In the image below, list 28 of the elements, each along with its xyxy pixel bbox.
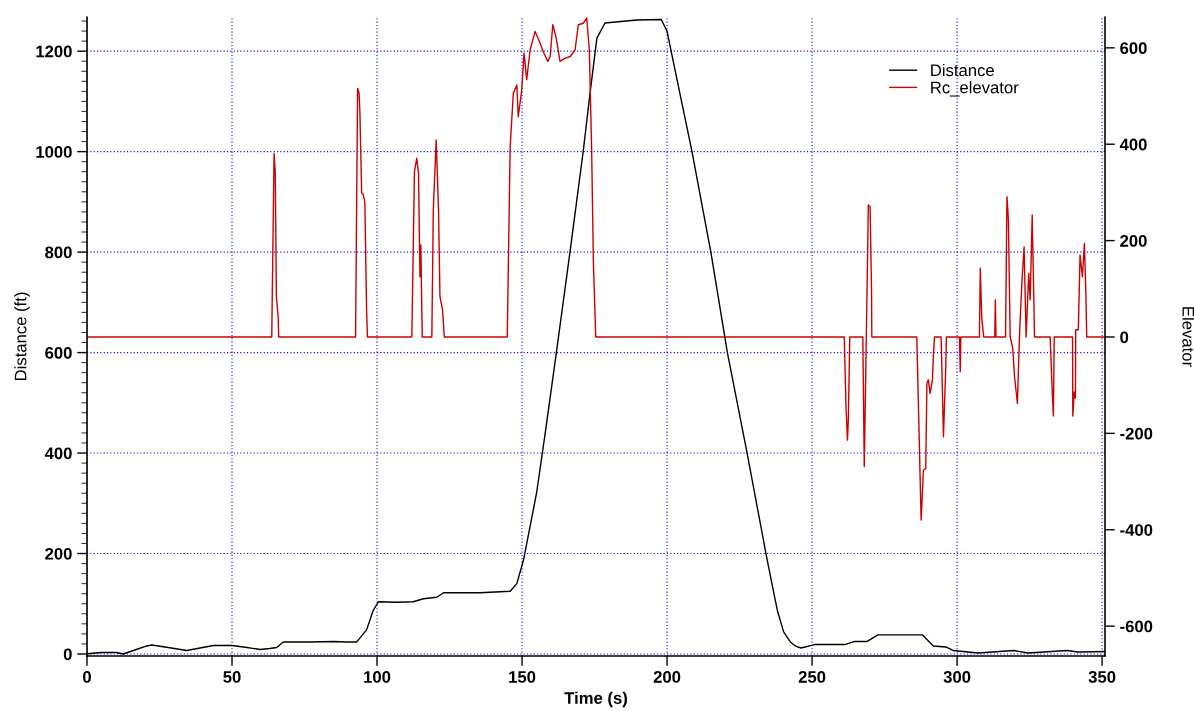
y2-tick-label: -600 [1120, 620, 1153, 633]
y-tick-label: 600 [45, 346, 72, 359]
x-tick-label: 300 [943, 671, 971, 683]
x-tick-label: 350 [1088, 671, 1116, 683]
y-tick-label: 200 [45, 547, 72, 560]
y-tick-label: 1200 [36, 45, 72, 58]
y2-tick-label: 200 [1120, 235, 1147, 247]
y-tick-label: 1000 [36, 146, 72, 158]
y-tick-label: 800 [45, 246, 72, 259]
legend-label: Distance [931, 63, 994, 77]
x-tick-label: 0 [83, 671, 91, 683]
y2-tick-label: 400 [1119, 138, 1147, 151]
x-axis-title: Time (s) [564, 691, 627, 708]
x-tick-label: 100 [364, 671, 391, 683]
y2-axis-title: Elevator [1182, 307, 1194, 367]
x-tick-label: 250 [798, 671, 826, 683]
y2-tick-label: -400 [1120, 524, 1153, 536]
x-tick-label: 50 [223, 671, 241, 683]
x-tick-label: 150 [509, 671, 536, 683]
y2-tick-label: -200 [1120, 427, 1153, 440]
y-tick-label: 400 [44, 447, 72, 460]
line-series [87, 17, 1105, 521]
y-axis-title: Distance (ft) [14, 292, 30, 381]
y-tick-label: 0 [63, 648, 72, 661]
x-tick-label: 200 [653, 671, 681, 683]
legend-label: Rc_elevator [931, 81, 1019, 97]
y2-tick-label: 600 [1120, 42, 1147, 55]
y2-tick-label: 0 [1120, 331, 1129, 344]
